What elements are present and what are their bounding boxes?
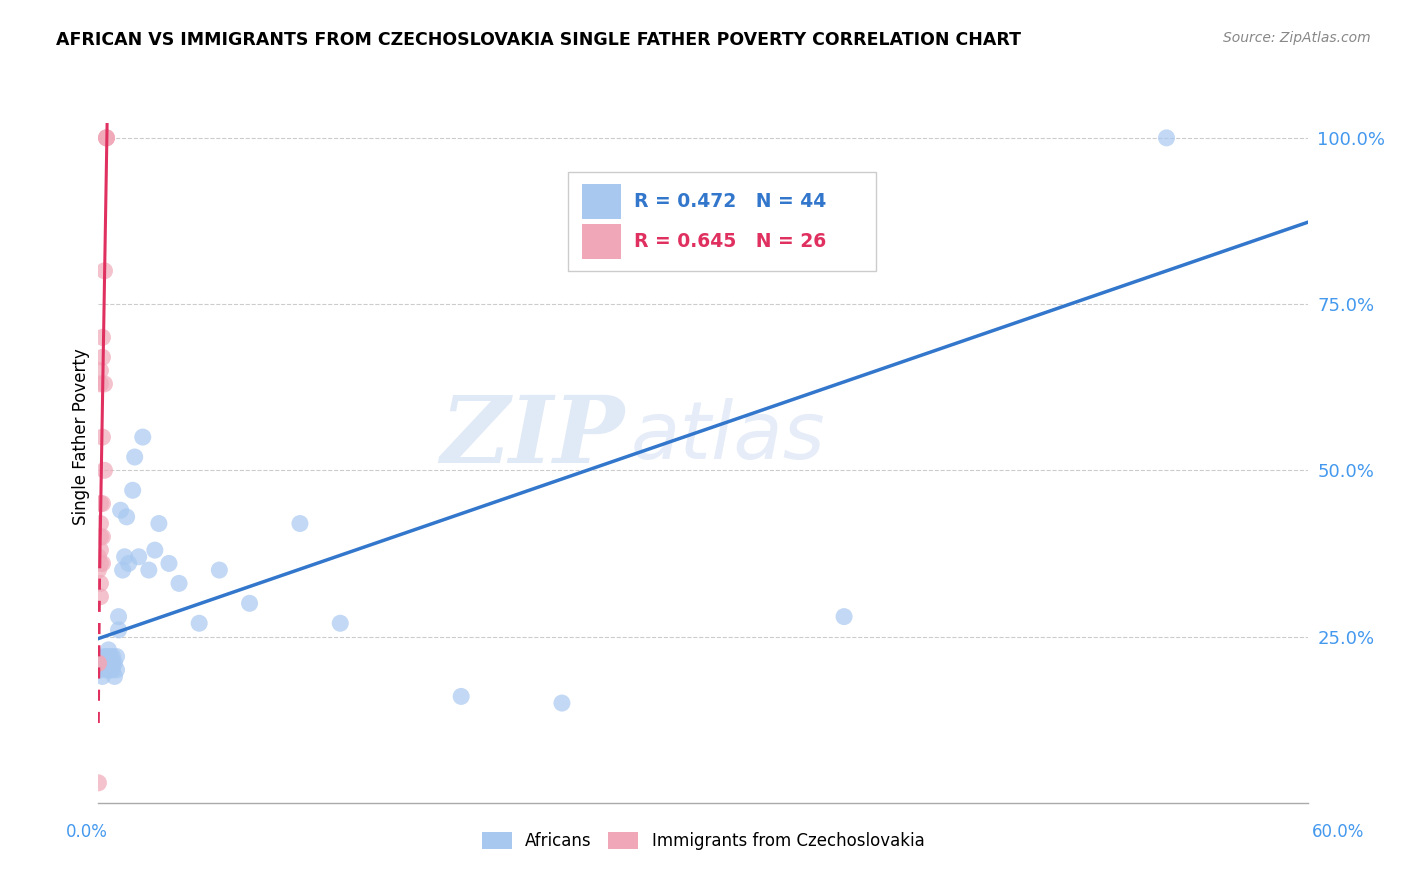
Point	[111, 563, 134, 577]
Point	[89, 590, 111, 604]
Point	[89, 576, 111, 591]
Point	[97, 643, 120, 657]
Point	[89, 363, 111, 377]
Point	[105, 649, 128, 664]
Y-axis label: Single Father Poverty: Single Father Poverty	[72, 349, 90, 525]
FancyBboxPatch shape	[582, 224, 621, 260]
FancyBboxPatch shape	[582, 184, 621, 219]
Point	[114, 549, 136, 564]
Text: R = 0.472   N = 44: R = 0.472 N = 44	[634, 192, 827, 211]
Point	[89, 543, 111, 558]
Legend: Africans, Immigrants from Czechoslovakia: Africans, Immigrants from Czechoslovakia	[475, 825, 931, 856]
Text: R = 0.645   N = 26: R = 0.645 N = 26	[634, 232, 827, 252]
Point	[128, 549, 150, 564]
Text: 60.0%: 60.0%	[1312, 822, 1365, 840]
Point	[138, 563, 160, 577]
Point	[115, 509, 138, 524]
Point	[93, 649, 115, 664]
Point	[832, 609, 855, 624]
Point	[329, 616, 352, 631]
Point	[87, 549, 110, 564]
Point	[124, 450, 146, 464]
Point	[101, 649, 124, 664]
Point	[96, 649, 118, 664]
Point	[96, 663, 118, 677]
Point	[91, 497, 114, 511]
Point	[89, 557, 111, 571]
Point	[89, 376, 111, 391]
Point	[103, 669, 125, 683]
Text: AFRICAN VS IMMIGRANTS FROM CZECHOSLOVAKIA SINGLE FATHER POVERTY CORRELATION CHAR: AFRICAN VS IMMIGRANTS FROM CZECHOSLOVAKI…	[56, 31, 1021, 49]
Point	[148, 516, 170, 531]
Point	[97, 656, 120, 670]
Point	[110, 503, 132, 517]
Point	[91, 351, 114, 365]
Point	[97, 663, 120, 677]
Point	[101, 656, 124, 670]
Point	[87, 776, 110, 790]
Text: ZIP: ZIP	[440, 392, 624, 482]
Point	[100, 663, 122, 677]
Text: Source: ZipAtlas.com: Source: ZipAtlas.com	[1223, 31, 1371, 45]
Point	[105, 663, 128, 677]
Point	[167, 576, 190, 591]
Point	[121, 483, 143, 498]
Text: 0.0%: 0.0%	[66, 822, 108, 840]
Point	[450, 690, 472, 704]
Point	[188, 616, 211, 631]
Point	[100, 649, 122, 664]
Point	[93, 376, 115, 391]
Point	[96, 656, 118, 670]
Point	[107, 623, 129, 637]
Point	[87, 656, 110, 670]
Point	[1156, 131, 1178, 145]
Point	[118, 557, 141, 571]
Point	[91, 530, 114, 544]
Point	[551, 696, 574, 710]
Point	[157, 557, 180, 571]
Point	[239, 596, 262, 610]
Point	[96, 131, 118, 145]
Point	[87, 563, 110, 577]
Point	[89, 663, 111, 677]
Point	[93, 463, 115, 477]
Point	[89, 516, 111, 531]
Point	[89, 530, 111, 544]
Point	[103, 656, 125, 670]
Point	[91, 557, 114, 571]
Point	[87, 656, 110, 670]
Point	[89, 497, 111, 511]
Point	[143, 543, 166, 558]
Point	[96, 131, 118, 145]
Point	[89, 656, 111, 670]
Text: atlas: atlas	[630, 398, 825, 476]
Point	[91, 669, 114, 683]
Point	[107, 609, 129, 624]
Point	[93, 264, 115, 278]
Point	[288, 516, 311, 531]
Point	[91, 330, 114, 344]
Point	[208, 563, 231, 577]
Point	[96, 131, 118, 145]
FancyBboxPatch shape	[568, 172, 876, 271]
Point	[132, 430, 155, 444]
Point	[101, 663, 124, 677]
Point	[91, 430, 114, 444]
